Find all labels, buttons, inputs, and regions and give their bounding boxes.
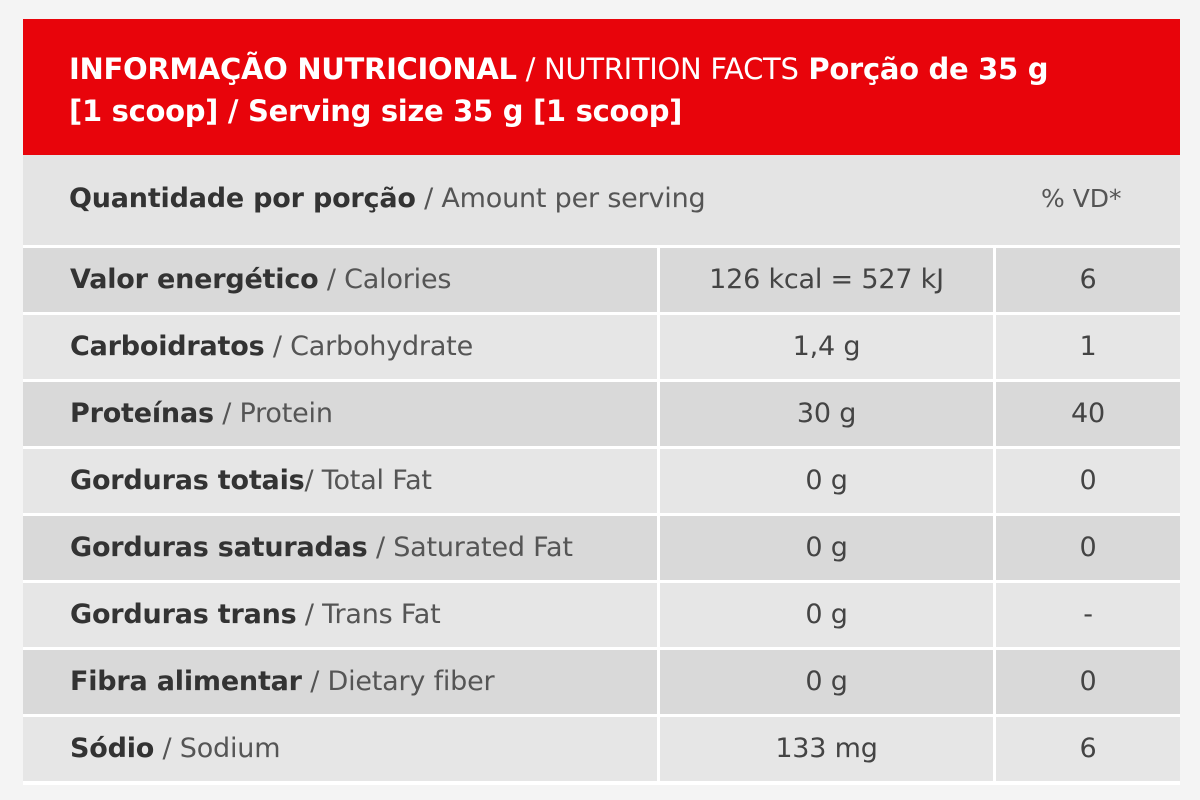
nutrient-name-en: / Trans Fat (296, 599, 441, 630)
nutrient-name-pt: Valor energético (70, 264, 319, 295)
table-row: Gorduras totais/ Total Fat 0 g 0 (23, 449, 1180, 513)
table-header: INFORMAÇÃO NUTRICIONAL / NUTRITION FACTS… (23, 19, 1180, 155)
table-row: Sódio / Sodium 133 mg 6 (23, 717, 1180, 781)
nutrition-facts-table: INFORMAÇÃO NUTRICIONAL / NUTRITION FACTS… (23, 19, 1180, 785)
nutrient-daily-value: 0 (996, 449, 1180, 513)
table-row: Valor energético / Calories 126 kcal = 5… (23, 248, 1180, 312)
table-row: Carboidratos / Carbohydrate 1,4 g 1 (23, 315, 1180, 379)
nutrient-name: Carboidratos / Carbohydrate (23, 315, 657, 379)
nutrient-daily-value: 6 (996, 717, 1180, 781)
nutrient-daily-value: 1 (996, 315, 1180, 379)
nutrient-amount: 0 g (660, 583, 993, 647)
nutrient-name-pt: Carboidratos (70, 331, 265, 362)
header-title-en: NUTRITION FACTS (544, 52, 799, 86)
nutrient-name-en: / Calories (318, 264, 452, 295)
amount-label-pt: Quantidade por porção (69, 183, 416, 214)
nutrient-name-en: / Sodium (154, 733, 281, 764)
nutrient-name: Fibra alimentar / Dietary fiber (23, 650, 657, 714)
header-title-pt: INFORMAÇÃO NUTRICIONAL (69, 52, 517, 86)
nutrient-amount: 0 g (660, 650, 993, 714)
table-row: Proteínas / Protein 30 g 40 (23, 382, 1180, 446)
nutrient-amount: 30 g (660, 382, 993, 446)
nutrient-name-pt: Sódio (70, 733, 155, 764)
nutrient-name: Valor energético / Calories (23, 248, 657, 312)
nutrient-name-pt: Gorduras trans (70, 599, 297, 630)
table-row: Fibra alimentar / Dietary fiber 0 g 0 (23, 650, 1180, 714)
table-row: Gorduras saturadas / Saturated Fat 0 g 0 (23, 516, 1180, 580)
nutrient-name: Proteínas / Protein (23, 382, 657, 446)
nutrient-name-pt: Gorduras totais (70, 465, 305, 496)
amount-per-serving-row: Quantidade por porção / Amount per servi… (23, 155, 1180, 245)
nutrient-name: Gorduras trans / Trans Fat (23, 583, 657, 647)
nutrient-name: Gorduras saturadas / Saturated Fat (23, 516, 657, 580)
nutrient-name-en: / Protein (213, 398, 333, 429)
nutrient-name-en: / Saturated Fat (367, 532, 573, 563)
nutrient-daily-value: 0 (996, 516, 1180, 580)
nutrient-name: Sódio / Sodium (23, 717, 657, 781)
nutrient-amount: 1,4 g (660, 315, 993, 379)
header-title-separator: / (516, 52, 544, 86)
nutrient-name-en: / Dietary fiber (301, 666, 495, 697)
nutrient-amount: 0 g (660, 449, 993, 513)
nutrient-amount: 126 kcal = 527 kJ (660, 248, 993, 312)
nutrient-daily-value: 0 (996, 650, 1180, 714)
amount-per-serving-label: Quantidade por porção / Amount per servi… (69, 181, 706, 217)
nutrient-amount: 0 g (660, 516, 993, 580)
nutrient-name-pt: Fibra alimentar (70, 666, 302, 697)
nutrient-name-pt: Gorduras saturadas (70, 532, 368, 563)
nutrient-amount: 133 mg (660, 717, 993, 781)
nutrient-daily-value: 40 (996, 382, 1180, 446)
table-row: Gorduras trans / Trans Fat 0 g - (23, 583, 1180, 647)
nutrient-daily-value: 6 (996, 248, 1180, 312)
nutrient-daily-value: - (996, 583, 1180, 647)
daily-value-header: % VD* (1041, 184, 1122, 213)
nutrient-name-en: / Total Fat (304, 465, 433, 496)
nutrient-name-pt: Proteínas (70, 398, 214, 429)
nutrient-name: Gorduras totais/ Total Fat (23, 449, 657, 513)
nutrient-name-en: / Carbohydrate (264, 331, 473, 362)
nutrient-rows: Valor energético / Calories 126 kcal = 5… (23, 248, 1180, 784)
amount-label-en: / Amount per serving (415, 183, 706, 214)
serving-size: Porção de 35 g [1 scoop] / Serving size … (69, 52, 1049, 128)
